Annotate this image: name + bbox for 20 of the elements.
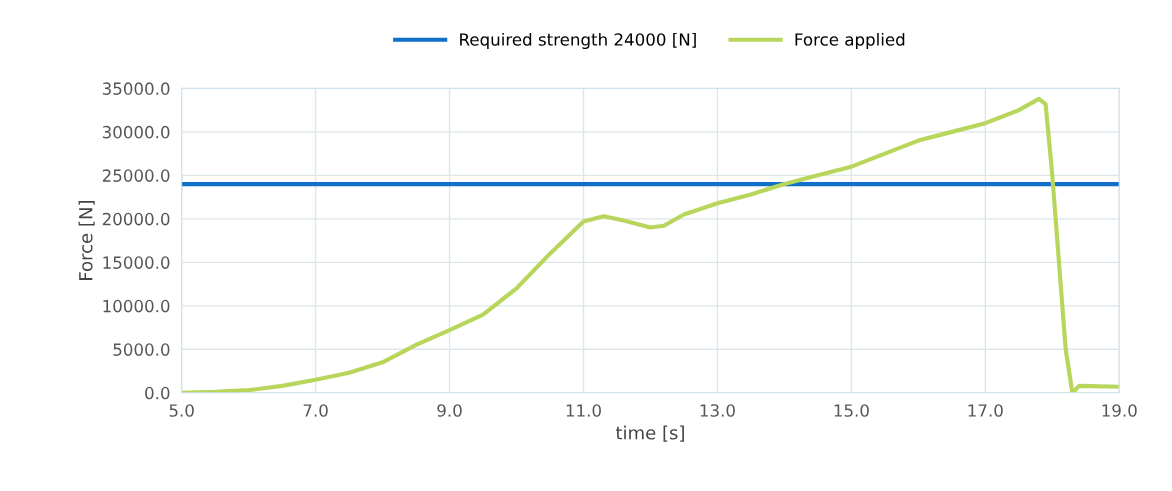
y-tick-label: 20000.0 (102, 212, 170, 226)
legend-label: Force applied (795, 32, 905, 50)
y-tick-label: 15000.0 (103, 256, 170, 269)
x-axis-title: time [s] (615, 425, 684, 442)
y-tick-label: 10000.0 (103, 299, 170, 313)
y-tick-label: 30000.0 (102, 125, 170, 139)
x-tick-label: 5.0 (169, 404, 194, 417)
y-axis-title: Force [N] (78, 201, 95, 280)
x-tick-label: 11.0 (566, 404, 601, 417)
x-tick-label: 7.0 (303, 404, 328, 417)
legend-label: Required strength 24000 [N] (460, 32, 696, 50)
y-tick-label: 25000.0 (102, 169, 170, 182)
x-tick-label: 17.0 (968, 404, 1003, 417)
y-tick-label: 5000.0 (113, 343, 170, 356)
x-tick-label: 15.0 (834, 404, 869, 417)
x-tick-label: 19.0 (1102, 404, 1137, 417)
x-tick-label: 9.0 (437, 404, 462, 417)
y-tick-label: 0.0 (145, 386, 170, 400)
x-tick-label: 13.0 (700, 404, 735, 417)
y-tick-label: 35000.0 (102, 82, 170, 95)
